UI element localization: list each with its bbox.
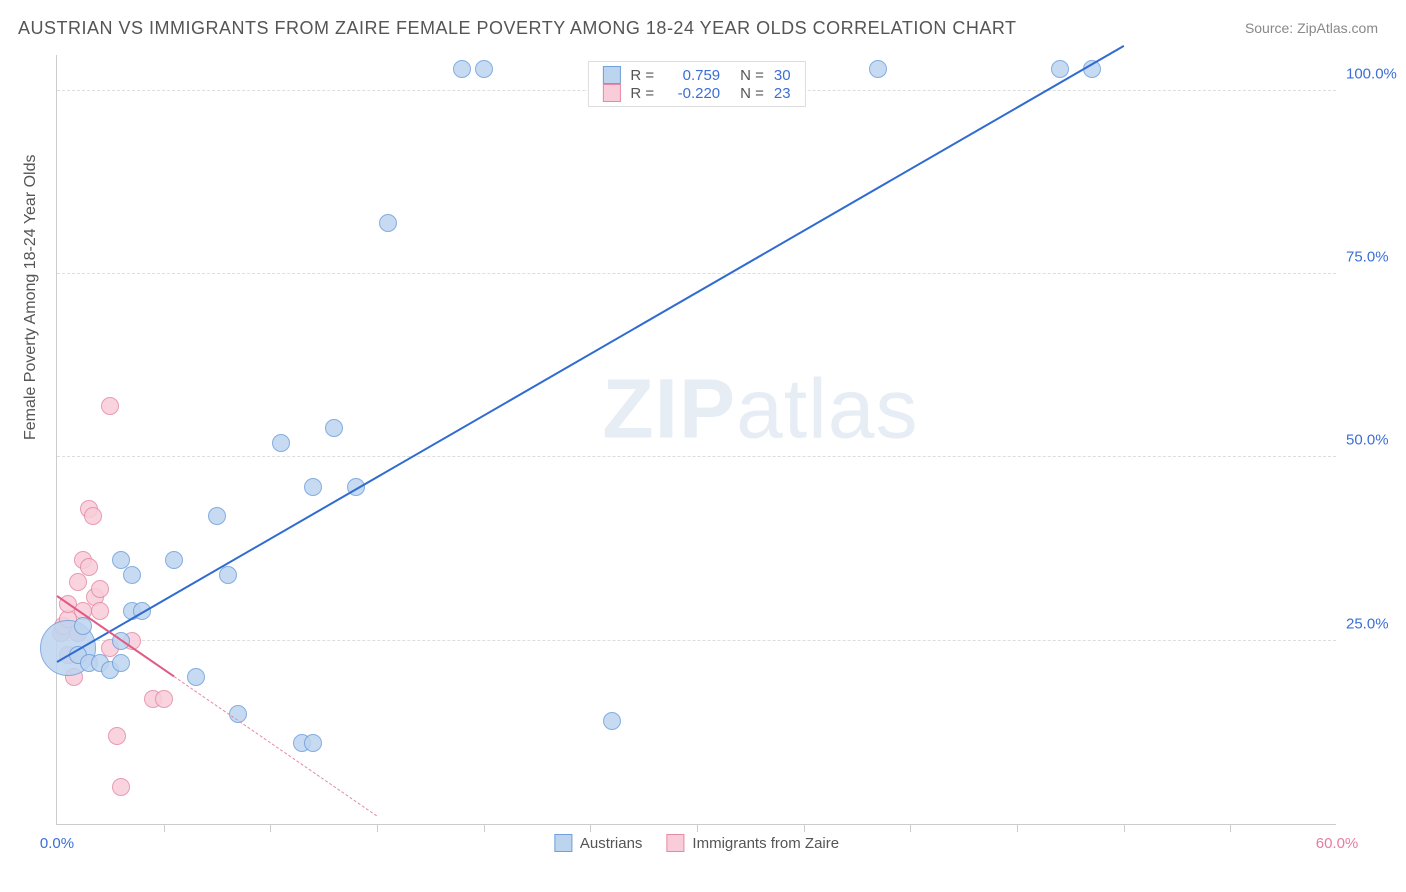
legend-swatch bbox=[602, 66, 620, 84]
gridline bbox=[57, 640, 1336, 641]
x-tick bbox=[377, 824, 378, 832]
data-point bbox=[187, 668, 205, 686]
x-tick-label: 0.0% bbox=[40, 835, 74, 852]
legend-label: Immigrants from Zaire bbox=[692, 835, 839, 852]
legend-row: R = -0.220 N = 23 bbox=[602, 84, 790, 102]
data-point bbox=[91, 580, 109, 598]
y-tick-label: 50.0% bbox=[1346, 432, 1406, 449]
legend-row: R = 0.759 N = 30 bbox=[602, 66, 790, 84]
x-tick bbox=[164, 824, 165, 832]
data-point bbox=[91, 602, 109, 620]
data-point bbox=[325, 419, 343, 437]
y-tick-label: 100.0% bbox=[1346, 65, 1406, 82]
source-label: Source: ZipAtlas.com bbox=[1245, 20, 1378, 36]
r-label: R = bbox=[630, 67, 654, 84]
n-value: 23 bbox=[774, 85, 791, 102]
watermark-zip: ZIP bbox=[602, 361, 736, 455]
data-point bbox=[108, 727, 126, 745]
data-point bbox=[208, 507, 226, 525]
data-point bbox=[112, 778, 130, 796]
x-tick-label: 60.0% bbox=[1316, 835, 1359, 852]
data-point bbox=[453, 60, 471, 78]
data-point bbox=[69, 573, 87, 591]
x-tick bbox=[590, 824, 591, 832]
data-point bbox=[112, 654, 130, 672]
y-tick-label: 25.0% bbox=[1346, 615, 1406, 632]
data-point bbox=[123, 566, 141, 584]
chart-title: AUSTRIAN VS IMMIGRANTS FROM ZAIRE FEMALE… bbox=[18, 18, 1017, 39]
legend-swatch bbox=[602, 84, 620, 102]
data-point bbox=[165, 551, 183, 569]
y-tick-label: 75.0% bbox=[1346, 249, 1406, 266]
data-point bbox=[1051, 60, 1069, 78]
legend-label: Austrians bbox=[580, 835, 643, 852]
x-tick bbox=[484, 824, 485, 832]
correlation-legend: R = 0.759 N = 30 R = -0.220 N = 23 bbox=[587, 61, 805, 107]
x-tick bbox=[1124, 824, 1125, 832]
r-value: 0.759 bbox=[664, 67, 720, 84]
x-tick bbox=[270, 824, 271, 832]
legend-item: Immigrants from Zaire bbox=[666, 834, 839, 852]
gridline bbox=[57, 456, 1336, 457]
data-point bbox=[80, 558, 98, 576]
gridline bbox=[57, 273, 1336, 274]
data-point bbox=[272, 434, 290, 452]
legend-swatch bbox=[666, 834, 684, 852]
watermark: ZIPatlas bbox=[602, 360, 918, 457]
series-legend: Austrians Immigrants from Zaire bbox=[554, 834, 839, 852]
data-point bbox=[304, 478, 322, 496]
legend-item: Austrians bbox=[554, 834, 643, 852]
x-tick bbox=[910, 824, 911, 832]
data-point bbox=[869, 60, 887, 78]
data-point bbox=[379, 214, 397, 232]
data-point bbox=[155, 690, 173, 708]
data-point bbox=[101, 397, 119, 415]
data-point bbox=[84, 507, 102, 525]
trend-line bbox=[56, 45, 1124, 663]
n-label: N = bbox=[740, 85, 764, 102]
data-point bbox=[603, 712, 621, 730]
x-tick bbox=[1230, 824, 1231, 832]
y-axis-label: Female Poverty Among 18-24 Year Olds bbox=[22, 155, 40, 441]
n-label: N = bbox=[740, 67, 764, 84]
trend-line bbox=[174, 676, 377, 816]
x-tick bbox=[697, 824, 698, 832]
watermark-atlas: atlas bbox=[736, 361, 918, 455]
legend-swatch bbox=[554, 834, 572, 852]
chart-plot-area: ZIPatlas 25.0%50.0%75.0%100.0%0.0%60.0%R… bbox=[56, 55, 1336, 825]
r-label: R = bbox=[630, 85, 654, 102]
data-point bbox=[475, 60, 493, 78]
x-tick bbox=[1017, 824, 1018, 832]
r-value: -0.220 bbox=[664, 85, 720, 102]
x-tick bbox=[804, 824, 805, 832]
data-point bbox=[304, 734, 322, 752]
data-point bbox=[219, 566, 237, 584]
n-value: 30 bbox=[774, 67, 791, 84]
